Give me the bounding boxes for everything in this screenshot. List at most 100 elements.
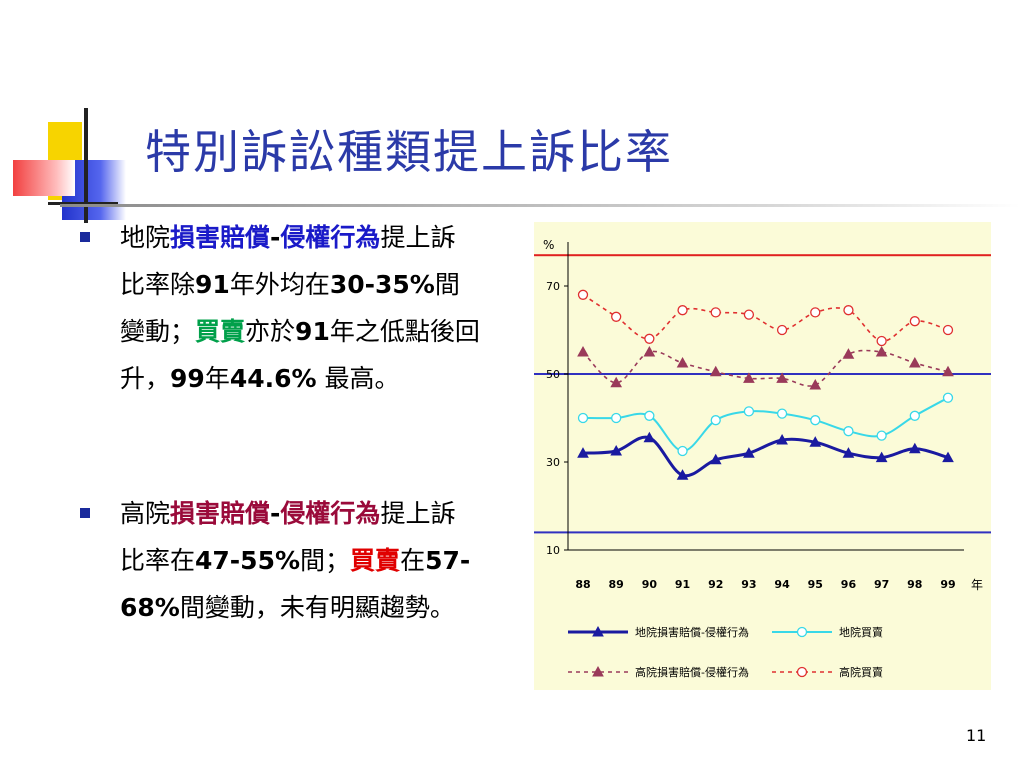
data-point-series-3 [909, 316, 920, 327]
bullet-run: 30-35% [329, 270, 435, 299]
data-point-series-1 [876, 430, 887, 441]
data-point-series-1 [577, 412, 589, 424]
bullet-run: 在 [400, 546, 426, 575]
legend-marker-0 [592, 625, 604, 637]
bullet-run: 44.6% [229, 364, 317, 393]
y-tick-label: 50 [546, 368, 560, 381]
bullet-run: 最高。 [316, 364, 400, 393]
data-point-series-2 [610, 376, 623, 388]
data-point-series-2 [643, 345, 656, 357]
data-point-series-2 [709, 365, 722, 377]
page-number: 11 [966, 726, 987, 745]
slide-title: 特別訴訟種類提上訴比率 [145, 125, 673, 179]
data-point-series-3 [810, 307, 821, 318]
data-point-series-1 [810, 415, 821, 426]
bullet-run: 買賣 [350, 546, 401, 575]
bullet-run: 47-55% [195, 546, 301, 575]
data-point-series-1 [776, 408, 788, 419]
x-tick-label: 96 [841, 578, 857, 591]
data-point-series-1 [843, 426, 854, 437]
bullet-run: 侵權行為 [280, 223, 381, 252]
data-point-series-3 [942, 324, 954, 336]
y-tick-label: 10 [546, 544, 560, 557]
chart-svg: % 10 30 50 70 88 89 90 91 92 93 94 95 96 97 98 99 年地院損害賠償… [528, 222, 995, 690]
x-tick-label: 99 [940, 578, 955, 591]
data-point-series-2 [776, 372, 788, 383]
data-point-series-2 [743, 372, 755, 383]
bullet-run: - [270, 499, 281, 528]
legend-label-2: 高院損害賠償-侵權行為 [635, 665, 749, 679]
data-point-series-3 [776, 324, 788, 336]
data-point-series-0 [676, 469, 689, 480]
y-tick-label: 30 [546, 456, 560, 469]
data-point-series-1 [644, 410, 655, 421]
data-point-series-3 [710, 307, 721, 318]
bullet-run: 損害賠償 [170, 223, 271, 252]
data-point-series-0 [908, 442, 921, 454]
bullet-run: - [270, 223, 281, 252]
x-tick-label: 88 [575, 578, 590, 591]
bullet-run: 買賣 [195, 317, 246, 346]
data-point-series-3 [611, 311, 622, 322]
data-point-series-0 [809, 436, 822, 447]
line-chart: % 10 30 50 70 88 89 90 91 92 93 94 95 96 97 98 99 年地院損害賠償… [528, 222, 995, 690]
legend-label-0: 地院損害賠償-侵權行為 [635, 625, 749, 639]
bullet-run: 亦於 [245, 317, 296, 346]
bullet-run: 提上訴比率除 [120, 223, 456, 299]
data-point-series-3 [677, 305, 688, 316]
bullet-run: 間變動，未有明顯趨勢。 [179, 593, 455, 622]
deco-vertical-line [84, 108, 88, 223]
bullet-high-court: 高院損害賠償-侵權行為提上訴比率在47-55%間；買賣在57-68%間變動，未有… [80, 490, 480, 631]
data-point-series-3 [843, 305, 854, 316]
data-point-series-0 [709, 453, 722, 465]
bullet-run: 地院 [120, 223, 171, 252]
data-point-series-2 [875, 345, 888, 357]
x-tick-label: 93 [741, 578, 756, 591]
series-line-3 [582, 294, 949, 342]
data-point-series-3 [644, 333, 655, 344]
data-point-series-1 [611, 412, 622, 424]
title-underline [60, 204, 1020, 207]
data-point-series-0 [875, 451, 888, 463]
data-point-series-1 [677, 445, 688, 457]
data-point-series-2 [676, 356, 689, 368]
bullet-run: 年外均在 [229, 270, 330, 299]
data-point-series-2 [842, 348, 855, 359]
legend-marker-1 [796, 626, 808, 638]
data-point-series-0 [610, 444, 623, 456]
data-point-series-1 [942, 392, 954, 403]
bullet-run: 57-68% [120, 546, 471, 622]
data-point-series-3 [577, 289, 589, 300]
bullet-text: 高院損害賠償-侵權行為提上訴比率在47-55%間；買賣在57-68%間變動，未有… [80, 490, 480, 631]
x-tick-label: 98 [907, 578, 922, 591]
x-tick-label: 97 [874, 578, 889, 591]
data-point-series-3 [743, 309, 755, 320]
bullet-square-icon [80, 232, 90, 242]
deco-horizontal-line [48, 202, 118, 205]
data-point-series-0 [577, 447, 589, 458]
data-point-series-0 [842, 447, 855, 458]
x-tick-label: 89 [609, 578, 624, 591]
deco-red-square [13, 160, 75, 196]
data-point-series-1 [743, 406, 755, 417]
bullet-run: 提上訴比率在 [120, 499, 456, 575]
bullet-square-icon [80, 508, 90, 518]
bullet-run: 年 [204, 364, 230, 393]
x-tick-label: 94 [774, 578, 790, 591]
data-point-series-2 [577, 345, 589, 357]
y-unit-label: % [543, 238, 554, 252]
bullet-run: 侵權行為 [280, 499, 381, 528]
bullet-run: 99 [170, 364, 205, 393]
y-tick-label: 70 [546, 280, 560, 293]
x-tick-label: 91 [675, 578, 690, 591]
data-point-series-0 [942, 451, 954, 463]
bullet-district-court: 地院損害賠償-侵權行為提上訴比率除91年外均在30-35%間變動；買賣亦於91年… [80, 214, 480, 402]
x-tick-label: 92 [708, 578, 723, 591]
data-point-series-2 [942, 365, 954, 377]
data-point-series-3 [876, 335, 887, 347]
legend-marker-3 [796, 666, 808, 678]
legend-marker-2 [592, 665, 604, 677]
data-point-series-1 [909, 410, 920, 421]
legend-label-3: 高院買賣 [839, 665, 883, 679]
bullet-run: 間變動； [120, 270, 460, 346]
